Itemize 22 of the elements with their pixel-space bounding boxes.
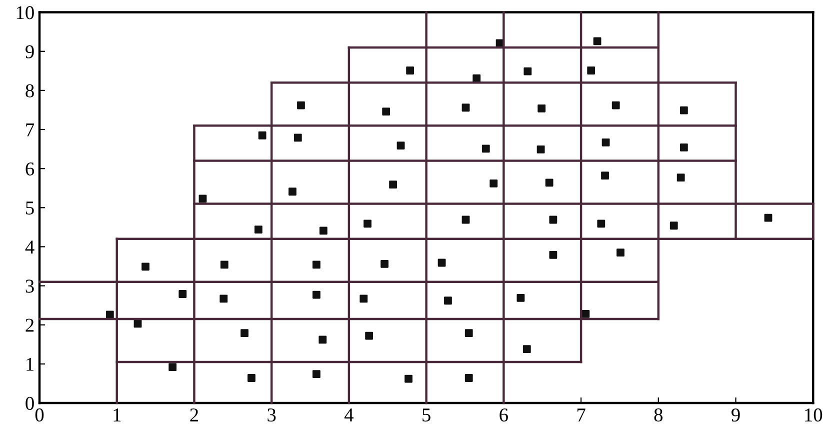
y-tick-label: 10 — [16, 6, 34, 20]
y-tick-label: 3 — [26, 280, 34, 293]
x-tick-label: 7 — [577, 408, 586, 422]
x-tick-label: 8 — [654, 408, 663, 422]
y-tick-label: 8 — [26, 84, 34, 98]
y-tick-label: 5 — [26, 202, 34, 215]
y-tick-label: 1 — [26, 358, 34, 371]
y-tick-label: 0 — [26, 396, 34, 410]
x-tick-label: 9 — [732, 408, 740, 422]
x-tick-label: 4 — [344, 408, 354, 422]
x-tick-label: 3 — [268, 408, 276, 422]
x-tick-label: 2 — [190, 408, 198, 422]
x-tick-label: 0 — [35, 408, 44, 422]
x-tick-label: 1 — [114, 408, 121, 422]
y-tick-label: 7 — [26, 124, 34, 136]
y-tick-label: 2 — [26, 318, 34, 332]
x-tick-label: 10 — [805, 408, 822, 422]
x-tick-label: 5 — [422, 408, 430, 422]
y-tick-label: 6 — [26, 162, 34, 176]
y-tick-label: 4 — [25, 240, 34, 254]
x-tick-label: 6 — [500, 408, 508, 422]
y-tick-label: 9 — [26, 45, 34, 58]
